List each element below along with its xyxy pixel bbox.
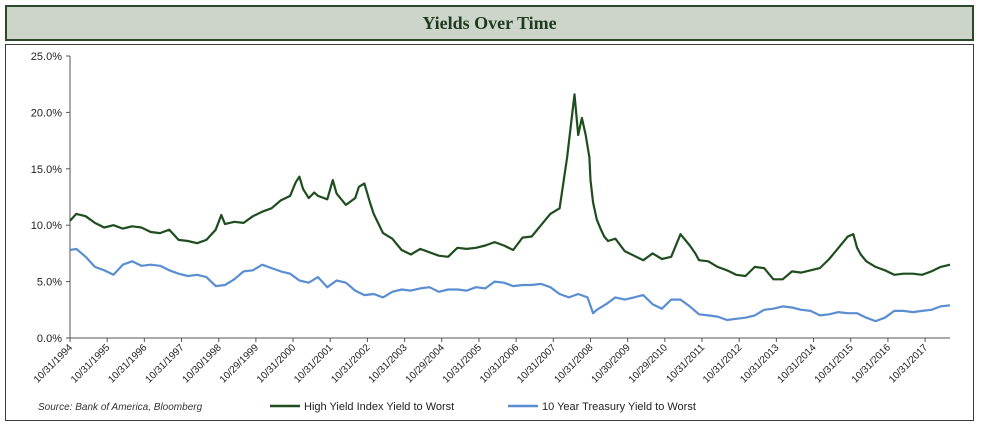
y-tick-label: 0.0%: [37, 333, 62, 345]
x-tick-label: 10/31/2007: [515, 342, 558, 385]
x-tick-label: 10/31/1995: [69, 342, 112, 385]
x-axis: 10/31/199410/31/199510/31/199610/31/1997…: [32, 337, 950, 386]
y-axis: 0.0% 5.0% 10.0% 15.0% 20.0% 25.0%: [31, 51, 71, 345]
x-tick-label: 10/31/2003: [367, 342, 410, 385]
legend: High Yield Index Yield to Worst 10 Year …: [270, 401, 696, 413]
y-tick-label: 25.0%: [31, 51, 62, 63]
series-line-treasury: [69, 247, 951, 323]
y-tick-label: 10.0%: [31, 220, 62, 232]
source-note: Source: Bank of America, Bloomberg: [38, 402, 203, 413]
series-line-high-yield: [69, 93, 951, 281]
x-tick-label: 10/31/2006: [478, 342, 521, 385]
x-tick-label: 10/31/2005: [441, 342, 484, 385]
x-tick-label: 10/31/2001: [292, 342, 335, 385]
x-tick-label: 10/31/2000: [255, 342, 298, 385]
y-tick-label: 5.0%: [37, 277, 62, 289]
x-tick-label: 10/31/2017: [887, 342, 930, 385]
x-tick-label: 10/31/2016: [850, 342, 893, 385]
x-tick-label: 10/31/2002: [329, 342, 372, 385]
chart-title-bar: Yields Over Time: [5, 5, 974, 41]
chart-frame: [5, 44, 974, 421]
x-tick-label: 10/31/1994: [32, 342, 75, 385]
x-tick-label: 10/31/2013: [738, 342, 781, 385]
x-tick-label: 10/31/1996: [106, 342, 149, 385]
legend-label-treasury: 10 Year Treasury Yield to Worst: [542, 401, 696, 413]
y-tick-label: 15.0%: [31, 164, 62, 176]
chart-title: Yields Over Time: [422, 12, 557, 33]
x-tick-label: 10/31/2014: [776, 342, 819, 385]
series-layer: [69, 93, 951, 323]
x-tick-label: 10/30/1998: [181, 342, 224, 385]
x-tick-label: 10/31/2008: [552, 342, 595, 385]
x-tick-label: 10/31/2015: [813, 342, 856, 385]
x-tick-label: 10/29/2004: [404, 342, 447, 385]
x-tick-label: 10/30/2009: [590, 342, 633, 385]
legend-label-high-yield: High Yield Index Yield to Worst: [304, 401, 454, 413]
x-tick-label: 10/29/2010: [627, 342, 670, 385]
x-tick-label: 10/31/2012: [701, 342, 744, 385]
y-tick-label: 20.0%: [31, 107, 62, 119]
x-tick-label: 10/31/1997: [143, 342, 186, 385]
x-tick-label: 10/29/1999: [218, 342, 261, 385]
